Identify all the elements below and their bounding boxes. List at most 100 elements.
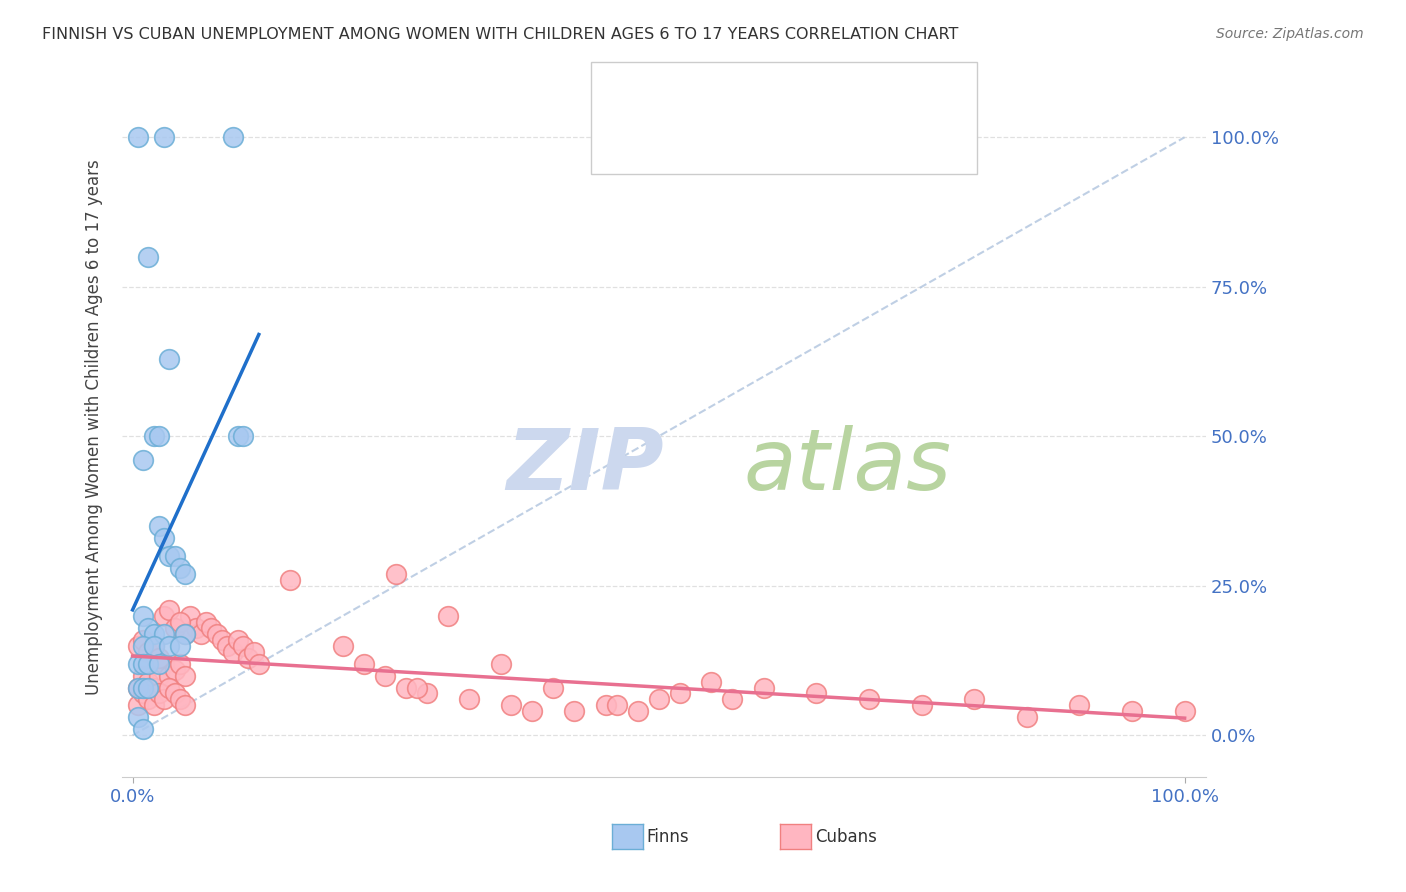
- Point: [142, 626, 165, 640]
- Point: [132, 668, 155, 682]
- Point: [142, 698, 165, 713]
- Point: [806, 686, 828, 700]
- Text: FINNISH VS CUBAN UNEMPLOYMENT AMONG WOMEN WITH CHILDREN AGES 6 TO 17 YEARS CORRE: FINNISH VS CUBAN UNEMPLOYMENT AMONG WOME…: [42, 27, 959, 42]
- Point: [226, 632, 249, 647]
- Point: [138, 645, 160, 659]
- Point: [169, 657, 191, 671]
- Text: ZIP: ZIP: [506, 425, 664, 508]
- Point: [157, 639, 180, 653]
- Y-axis label: Unemployment Among Women with Children Ages 6 to 17 years: Unemployment Among Women with Children A…: [86, 160, 103, 695]
- Text: Source: ZipAtlas.com: Source: ZipAtlas.com: [1216, 27, 1364, 41]
- Point: [169, 692, 191, 706]
- Point: [138, 621, 160, 635]
- Point: [132, 723, 155, 737]
- Point: [153, 692, 176, 706]
- Point: [142, 639, 165, 653]
- Point: [148, 429, 170, 443]
- Point: [153, 626, 176, 640]
- Point: [179, 608, 201, 623]
- Point: [700, 674, 723, 689]
- Point: [153, 657, 176, 671]
- Point: [1069, 698, 1091, 713]
- Point: [138, 657, 160, 671]
- Point: [1174, 705, 1197, 719]
- Point: [127, 130, 149, 145]
- Point: [668, 686, 690, 700]
- Point: [132, 632, 155, 647]
- Point: [395, 681, 418, 695]
- Text: Finns: Finns: [647, 828, 689, 846]
- Point: [174, 566, 197, 581]
- Point: [148, 650, 170, 665]
- Point: [221, 645, 243, 659]
- Point: [138, 692, 160, 706]
- Point: [647, 692, 669, 706]
- Point: [626, 705, 648, 719]
- Point: [595, 698, 617, 713]
- Point: [522, 705, 544, 719]
- Point: [405, 681, 427, 695]
- Point: [195, 615, 218, 629]
- Point: [127, 657, 149, 671]
- Point: [280, 573, 302, 587]
- Point: [752, 681, 775, 695]
- Point: [1015, 710, 1038, 724]
- Point: [157, 668, 180, 682]
- Point: [127, 698, 149, 713]
- Point: [217, 639, 239, 653]
- Point: [232, 429, 254, 443]
- Point: [384, 566, 406, 581]
- Point: [142, 639, 165, 653]
- Text: Cubans: Cubans: [815, 828, 877, 846]
- Point: [153, 608, 176, 623]
- Point: [174, 626, 197, 640]
- Point: [211, 632, 233, 647]
- Point: [226, 429, 249, 443]
- Point: [132, 453, 155, 467]
- Point: [127, 681, 149, 695]
- Point: [374, 668, 396, 682]
- Point: [721, 692, 744, 706]
- Point: [157, 549, 180, 563]
- Text: R =  0.370   N = 34: R = 0.370 N = 34: [650, 87, 853, 106]
- Point: [132, 686, 155, 700]
- Text: R = -0.214   N = 75: R = -0.214 N = 75: [650, 131, 855, 151]
- Point: [163, 621, 186, 635]
- Point: [605, 698, 627, 713]
- Point: [132, 681, 155, 695]
- Point: [200, 621, 222, 635]
- Point: [437, 608, 460, 623]
- Text: atlas: atlas: [744, 425, 952, 508]
- Point: [190, 626, 212, 640]
- Point: [353, 657, 375, 671]
- Point: [148, 668, 170, 682]
- Point: [963, 692, 986, 706]
- Point: [148, 686, 170, 700]
- Point: [132, 657, 155, 671]
- Point: [132, 639, 155, 653]
- Point: [127, 639, 149, 653]
- Point: [238, 650, 260, 665]
- Point: [221, 130, 243, 145]
- Point: [163, 663, 186, 677]
- Point: [163, 549, 186, 563]
- Point: [242, 645, 264, 659]
- Point: [157, 351, 180, 366]
- Point: [232, 639, 254, 653]
- Point: [489, 657, 512, 671]
- Point: [157, 681, 180, 695]
- Point: [138, 250, 160, 264]
- Point: [910, 698, 932, 713]
- Point: [127, 710, 149, 724]
- Point: [174, 668, 197, 682]
- Point: [142, 429, 165, 443]
- Point: [142, 681, 165, 695]
- Point: [858, 692, 880, 706]
- Point: [458, 692, 481, 706]
- Point: [564, 705, 586, 719]
- Point: [543, 681, 565, 695]
- Point: [127, 681, 149, 695]
- Point: [169, 639, 191, 653]
- Point: [501, 698, 523, 713]
- Point: [153, 531, 176, 545]
